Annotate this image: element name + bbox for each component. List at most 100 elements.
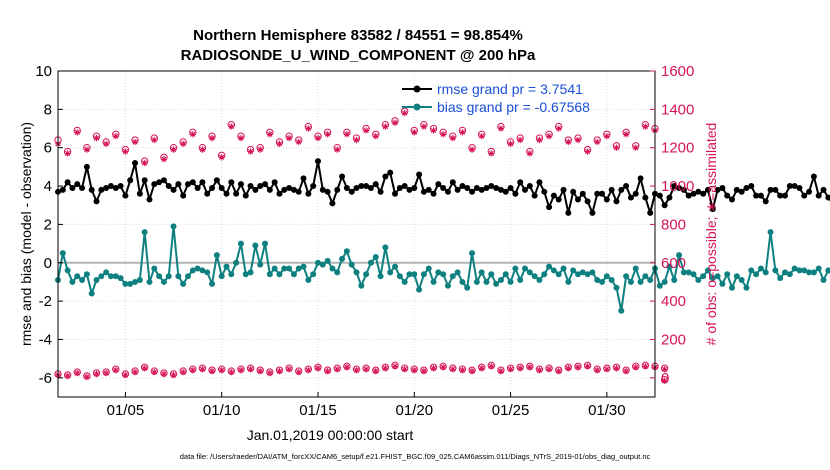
- rmse-point: [218, 184, 225, 191]
- obs-assimilated-point: [314, 365, 322, 372]
- rmse-point: [281, 186, 288, 193]
- bias-point: [488, 271, 495, 278]
- bias-point: [825, 267, 830, 274]
- rmse-point: [319, 186, 326, 193]
- plot-area: [58, 71, 655, 397]
- obs-assimilated-point: [295, 368, 302, 376]
- bias-point: [382, 244, 389, 251]
- obs-assimilated-point: [324, 367, 331, 375]
- obs-assimilated-point: [411, 129, 418, 136]
- rmse-point: [469, 188, 476, 195]
- rmse-point: [127, 177, 134, 184]
- bias-point: [353, 269, 360, 276]
- rmse-point: [502, 188, 509, 195]
- rmse-point: [589, 209, 596, 216]
- rmse-point: [69, 184, 76, 191]
- bias-point: [228, 271, 235, 278]
- rmse-point: [700, 190, 707, 197]
- rmse-point: [560, 186, 567, 193]
- obs-assimilated-point: [497, 125, 505, 132]
- rmse-point: [676, 184, 683, 191]
- obs-assimilated-point: [276, 140, 283, 148]
- bias-point: [257, 261, 264, 268]
- bias-point: [526, 269, 533, 276]
- bias-point: [772, 267, 779, 274]
- obs-assimilated-point: [266, 131, 274, 138]
- obs-assimilated-point: [228, 123, 235, 130]
- rmse-point: [122, 192, 129, 199]
- rmse-point: [406, 186, 413, 193]
- rmse-point: [690, 190, 697, 197]
- bias-point: [791, 265, 798, 272]
- obs-assimilated-point: [584, 363, 591, 370]
- bias-point: [387, 269, 394, 276]
- rmse-point: [257, 183, 264, 190]
- bias-point: [98, 273, 105, 280]
- bias-point: [786, 271, 793, 278]
- x-tick-label: 01/05: [107, 402, 145, 419]
- y-right-tick-label: 1000: [661, 178, 694, 195]
- rmse-point: [594, 190, 601, 197]
- bias-point: [608, 277, 615, 284]
- rmse-point: [517, 179, 524, 186]
- bias-point: [156, 273, 163, 280]
- obs-assimilated-point: [305, 125, 312, 132]
- obs-assimilated-point: [382, 123, 389, 130]
- obs-assimilated-point: [247, 365, 254, 373]
- bias-point: [454, 269, 461, 276]
- obs-assimilated-point: [112, 366, 119, 374]
- rmse-point: [570, 188, 577, 195]
- x-tick-label: 01/30: [588, 402, 626, 419]
- rmse-point: [136, 190, 143, 197]
- legend: rmse grand pr = 3.7541 bias grand pr = -…: [402, 81, 590, 115]
- rmse-point: [59, 186, 66, 193]
- obs-assimilated-point: [179, 140, 187, 148]
- rmse-point: [228, 179, 235, 186]
- rmse-point: [488, 183, 495, 190]
- bias-point: [401, 278, 408, 285]
- bias-point: [324, 257, 331, 264]
- obs-assimilated-point: [391, 363, 399, 370]
- rmse-point: [252, 186, 259, 193]
- obs-assimilated-point: [257, 146, 264, 153]
- rmse-point: [435, 181, 442, 188]
- rmse-point: [613, 198, 620, 205]
- rmse-point: [555, 196, 562, 203]
- obs-assimilated-point: [642, 363, 649, 370]
- x-axis-label: Jan.01,2019 00:00:00 start: [247, 427, 414, 443]
- bias-point: [589, 269, 596, 276]
- bias-point: [719, 280, 726, 287]
- obs-assimilated-point: [507, 365, 514, 373]
- y-right-tick-label: 1400: [661, 101, 694, 118]
- bias-point: [69, 278, 76, 285]
- rmse-point: [377, 188, 384, 195]
- obs-assimilated-point: [285, 365, 293, 373]
- rmse-point: [748, 183, 755, 190]
- rmse-point: [358, 183, 365, 190]
- bias-point: [223, 263, 230, 270]
- obs-assimilated-point: [536, 136, 543, 144]
- rmse-point: [204, 190, 211, 197]
- obs-assimilated-point: [208, 367, 216, 375]
- rmse-point: [165, 183, 172, 190]
- bias-point: [555, 271, 562, 278]
- obs-assimilated-point: [372, 367, 379, 375]
- y-right-tick-label: 0: [661, 370, 669, 387]
- footnote: data file: /Users/raeder/DAI/ATM_forcXX/…: [180, 452, 651, 461]
- rmse-point: [449, 179, 456, 186]
- rmse-point: [661, 202, 668, 209]
- rmse-point: [810, 173, 817, 180]
- rmse-point: [180, 192, 187, 199]
- rmse-point: [184, 181, 191, 188]
- rmse-point: [324, 188, 331, 195]
- bias-point: [276, 271, 283, 278]
- bias-point: [810, 269, 817, 276]
- bias-point: [531, 273, 538, 280]
- rmse-point: [627, 194, 634, 201]
- y-right-tick-label: 1200: [661, 140, 694, 157]
- rmse-point: [608, 186, 615, 193]
- rmse-point: [719, 184, 726, 191]
- rmse-point: [339, 173, 346, 180]
- obs-assimilated-point: [459, 366, 466, 374]
- rmse-point: [286, 184, 293, 191]
